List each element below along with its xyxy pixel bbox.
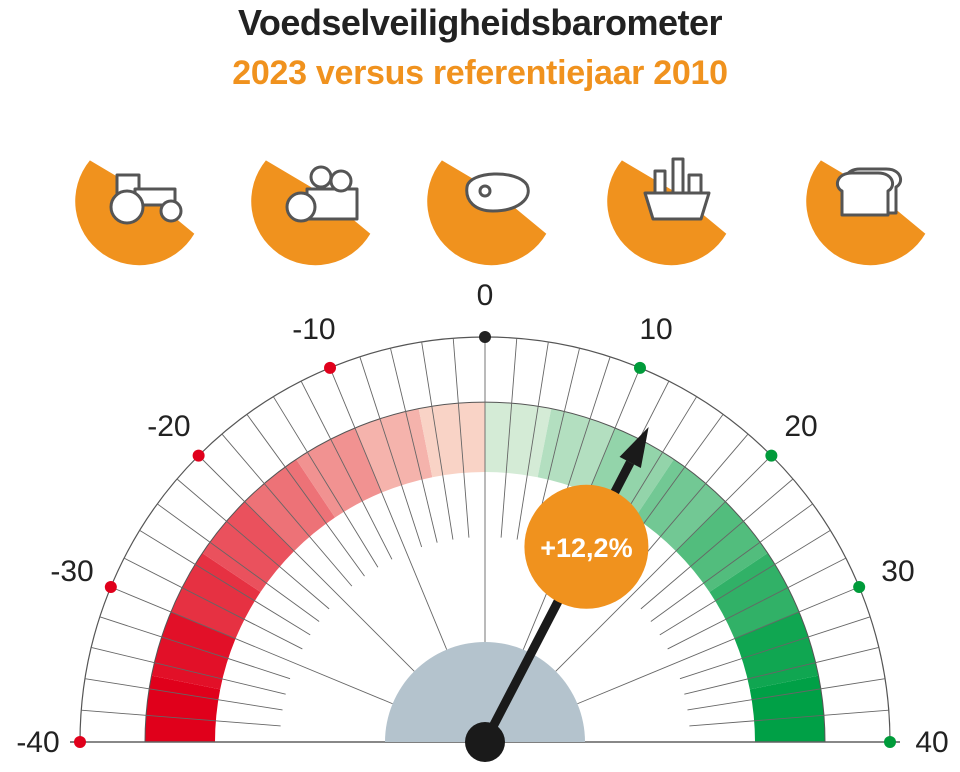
gauge-grid-line — [99, 616, 291, 680]
meat-steak-icon — [427, 160, 547, 266]
tick-label: 30 — [881, 555, 914, 588]
grocery-basket-icon — [607, 157, 727, 266]
tick-dot — [104, 581, 117, 594]
tick-label: 20 — [784, 410, 817, 443]
gauge-band-segment — [354, 408, 433, 493]
basket-bottle — [671, 157, 685, 195]
tick-label: 40 — [915, 726, 948, 759]
gauge-grid-line — [91, 647, 286, 695]
chart-title: Voedselveiligheidsbarometer — [237, 2, 723, 43]
gauge-grid-line — [246, 414, 365, 577]
gauge-grid-line — [198, 455, 415, 672]
gauge-grid-line — [667, 557, 847, 650]
gauge-band-segment — [296, 427, 382, 518]
gauge-ticks: -40 -30 -20 -10 0 10 20 30 40 — [16, 279, 948, 759]
gauge-band-segment — [675, 501, 768, 592]
tick-dot — [765, 449, 778, 462]
gauge-grid-line — [684, 647, 879, 695]
bread-slices-icon — [806, 160, 926, 266]
tick-label: -10 — [292, 313, 335, 346]
gauge-grid-line — [689, 709, 889, 727]
tick-dot — [74, 736, 86, 748]
tick-dot — [192, 449, 205, 462]
gauge-grid-line — [679, 616, 871, 680]
chart-subtitle: 2023 versus referentiejaar 2010 — [232, 54, 728, 92]
tick-dot — [633, 361, 646, 374]
gauge-grid-line — [221, 433, 353, 587]
tick-dot — [853, 581, 866, 594]
tick-dot — [324, 361, 337, 374]
gauge-grid-line — [176, 478, 330, 610]
gauge-grid-line — [110, 586, 393, 705]
tractor-front-wheel — [159, 199, 183, 223]
tractor-icon — [75, 160, 195, 266]
tick-label: -20 — [147, 410, 190, 443]
gauge-band-segment — [734, 611, 819, 690]
gauge-grid-line — [516, 341, 549, 540]
gauge-grid-line — [359, 356, 423, 548]
gauge-band-segment — [202, 501, 295, 592]
gauge-hub — [385, 642, 585, 742]
steak — [465, 172, 530, 213]
tractor-rear-wheel — [109, 189, 145, 225]
gauge-band-segment — [151, 611, 236, 690]
tick-label: 10 — [639, 313, 672, 346]
gauge-grid-line — [329, 367, 448, 650]
gauge-band-segment — [709, 553, 800, 639]
gauge-grid-line — [84, 678, 283, 711]
gauge-band-segment — [635, 459, 726, 552]
gauge-grid-line — [650, 503, 813, 622]
gauge-grid-line — [640, 478, 794, 610]
apple — [285, 191, 317, 223]
steak-bone — [478, 184, 492, 198]
basket — [643, 191, 711, 221]
gauge-grid-line — [421, 341, 454, 540]
category-disc — [427, 160, 547, 266]
tick-dot — [884, 736, 896, 748]
gauge-grid-line — [390, 348, 438, 543]
value-label: +12,2% — [540, 533, 632, 563]
gauge-grid-line — [500, 338, 518, 538]
gauge-grid-line — [157, 503, 320, 622]
gauge-band-segment — [244, 459, 335, 552]
gauge-grid-line — [659, 530, 831, 636]
gauge-grid-line — [577, 586, 860, 705]
basket-jar — [687, 173, 703, 195]
category-icons — [75, 157, 926, 266]
gauge-band-segment — [145, 675, 221, 742]
fruit — [329, 169, 353, 193]
tick-label: -30 — [50, 555, 93, 588]
gauge-band-segment — [418, 402, 485, 478]
gauge-band-segment — [749, 675, 825, 742]
bread-slice-front — [835, 171, 895, 217]
tick-dot — [479, 331, 491, 343]
gauge-band-segment — [537, 408, 616, 493]
gauge-grid-line — [687, 678, 886, 711]
gauge-grid-line — [81, 709, 281, 727]
gauge-grid-line — [123, 557, 303, 650]
basket-item — [653, 169, 667, 195]
gauge-band-segment — [170, 553, 261, 639]
gauge-grid-line — [273, 396, 379, 568]
gauge-grid-line — [300, 380, 393, 560]
vegetable — [309, 165, 333, 189]
gauge-color-bands — [145, 402, 825, 742]
value-badge — [524, 484, 649, 609]
gauge-needle-group: +12,2% — [385, 426, 649, 762]
gauge-needle-head — [619, 426, 649, 468]
gauge-grid-line — [452, 338, 470, 538]
gauge-pivot — [465, 722, 505, 762]
gauge-grid-line — [555, 455, 772, 672]
fruit-vegetable-crate-icon — [251, 160, 371, 266]
tick-label: -40 — [16, 726, 59, 759]
gauge-grid-line — [139, 530, 311, 636]
tick-label: 0 — [477, 279, 494, 312]
gauge-band-segment — [485, 402, 552, 478]
